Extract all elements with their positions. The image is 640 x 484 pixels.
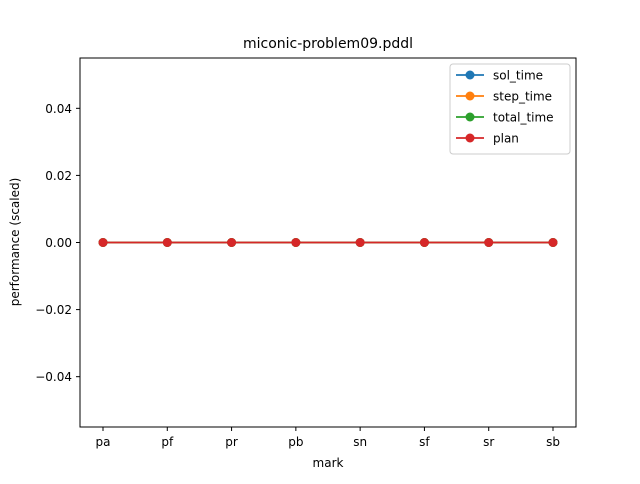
x-tick-label: pa <box>96 435 111 449</box>
legend-swatch-marker <box>465 133 475 143</box>
x-tick-label: pf <box>161 435 174 449</box>
x-tick-label: pr <box>225 435 238 449</box>
y-tick-label: 0.00 <box>45 236 72 250</box>
x-axis: pa pf pr pb sn sf sr sb <box>96 427 560 449</box>
data-point-plan <box>98 238 108 247</box>
x-tick-label: sf <box>419 435 430 449</box>
x-tick-label: sb <box>546 435 560 449</box>
legend-label: sol_time <box>493 69 543 83</box>
y-axis-label: performance (scaled) <box>8 178 22 307</box>
y-tick-label: −0.02 <box>35 303 72 317</box>
y-tick-label: −0.04 <box>35 370 72 384</box>
legend-swatch-marker <box>465 70 475 80</box>
x-tick-label: sn <box>353 435 367 449</box>
y-tick-label: 0.04 <box>45 102 72 116</box>
legend-label: step_time <box>493 90 552 104</box>
x-tick-label: pb <box>288 435 303 449</box>
legend-label: plan <box>493 132 519 146</box>
data-point-plan <box>355 238 365 247</box>
data-point-plan <box>548 238 558 247</box>
legend-box <box>449 63 571 155</box>
data-point-plan <box>291 238 301 247</box>
chart-title: miconic-problem09.pddl <box>243 36 413 52</box>
data-point-plan <box>162 238 172 247</box>
x-tick-label: sr <box>483 435 494 449</box>
data-point-plan <box>227 238 237 247</box>
x-axis-label: mark <box>313 456 344 470</box>
legend-label: total_time <box>493 111 554 125</box>
chart-marks <box>98 238 558 247</box>
y-axis: 0.04 0.02 0.00 −0.02 −0.04 <box>35 102 80 384</box>
data-point-plan <box>419 238 429 247</box>
plot-frame <box>79 57 577 428</box>
legend-swatch-marker <box>465 112 475 122</box>
y-tick-label: 0.02 <box>45 169 72 183</box>
legend-swatch-marker <box>465 91 475 101</box>
data-point-plan <box>484 238 494 247</box>
